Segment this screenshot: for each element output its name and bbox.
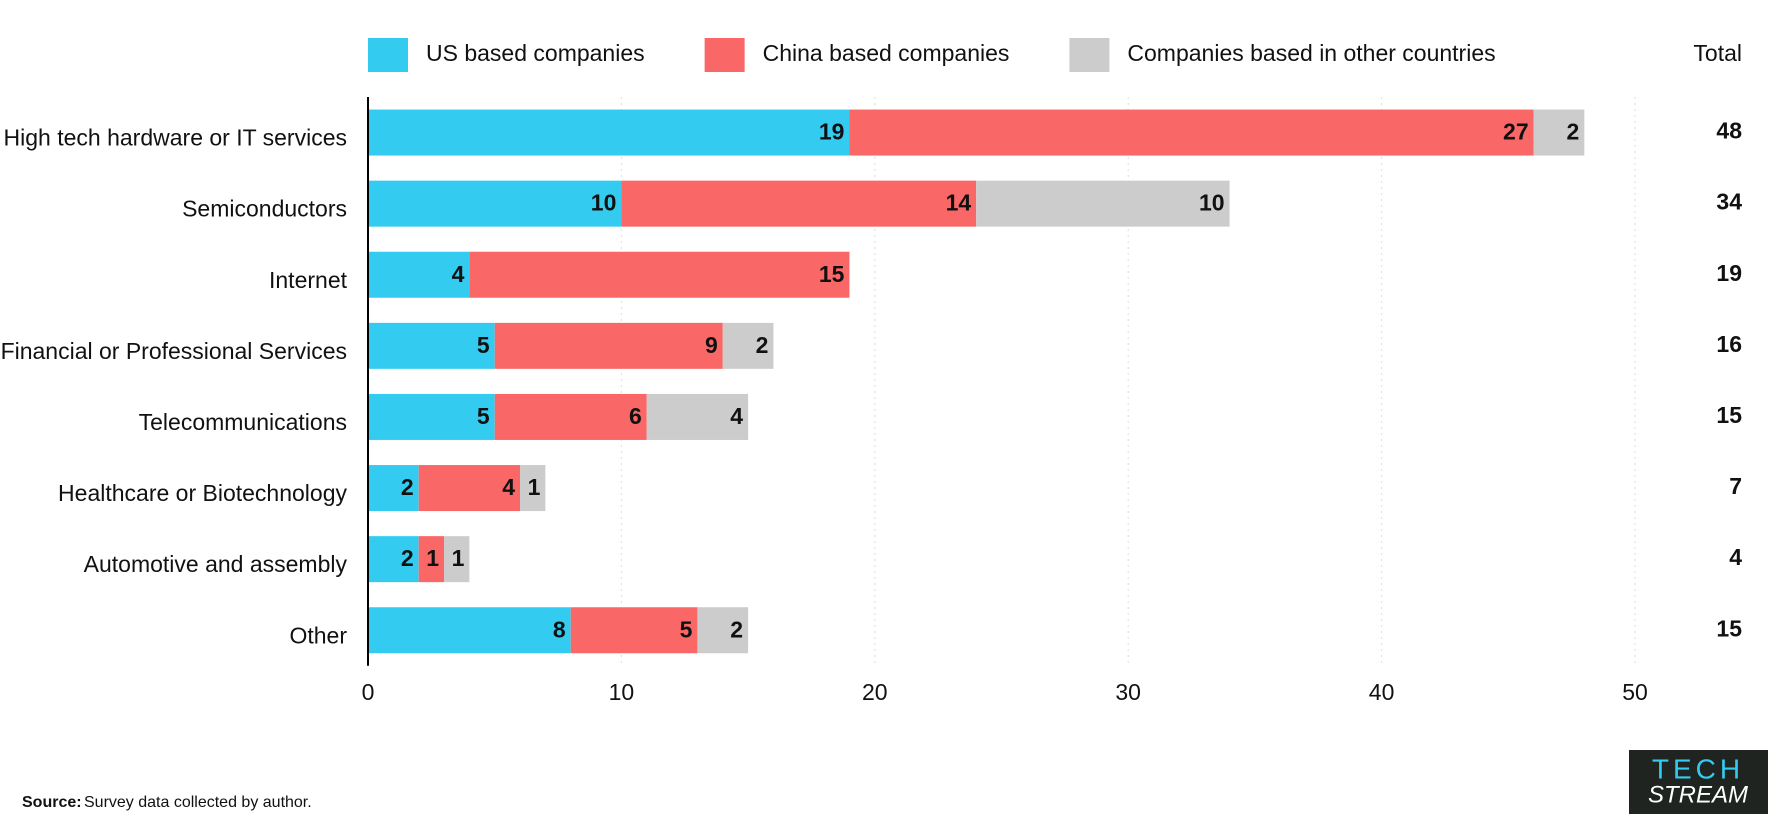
total-label: 19 <box>1716 260 1742 286</box>
totals-header: Total <box>1693 40 1742 66</box>
value-label: 1 <box>452 545 465 571</box>
bar-segment <box>368 109 850 156</box>
value-label: 1 <box>426 545 439 571</box>
y-tick-label: Financial or Professional Services <box>1 338 347 364</box>
value-label: 2 <box>401 474 414 500</box>
bar-segment <box>976 180 1230 227</box>
value-label: 4 <box>730 403 743 429</box>
legend-label: Companies based in other countries <box>1127 40 1495 66</box>
bar-segment <box>494 322 723 369</box>
x-tick-label: 20 <box>862 679 888 705</box>
bar-segment <box>646 393 749 440</box>
x-tick-label: 40 <box>1369 679 1395 705</box>
bar-segment <box>418 536 445 583</box>
logo-box <box>1629 750 1768 814</box>
value-label: 15 <box>819 261 845 287</box>
legend-label: China based companies <box>763 40 1010 66</box>
y-tick-label: High tech hardware or IT services <box>4 125 347 151</box>
bar-segment <box>368 465 419 512</box>
bar-segment <box>1533 109 1585 156</box>
bar-segment <box>849 109 1534 156</box>
logo-line2: STREAM <box>1648 781 1748 808</box>
bar-segment <box>444 536 470 583</box>
legend-label: US based companies <box>426 40 645 66</box>
value-label: 19 <box>819 119 845 145</box>
bar-segment <box>368 322 495 369</box>
legend-swatch <box>1069 38 1110 72</box>
total-label: 16 <box>1716 331 1742 357</box>
bar-segment <box>368 393 495 440</box>
bar-segment <box>494 393 647 440</box>
value-label: 1 <box>528 474 541 500</box>
bar-segment <box>418 465 521 512</box>
total-label: 4 <box>1729 544 1742 570</box>
y-tick-label: Telecommunications <box>139 409 347 435</box>
legend-swatch <box>368 38 408 72</box>
value-label: 10 <box>591 190 617 216</box>
value-label: 5 <box>680 616 693 642</box>
bar-segment <box>469 251 850 298</box>
value-label: 2 <box>756 332 769 358</box>
total-label: 7 <box>1729 473 1742 499</box>
x-tick-label: 50 <box>1622 679 1648 705</box>
value-label: 2 <box>401 545 414 571</box>
total-label: 15 <box>1716 615 1742 641</box>
source-label: Source: <box>22 794 82 811</box>
value-label: 2 <box>1567 119 1580 145</box>
logo-line1: TECH <box>1652 753 1744 784</box>
source-text: Survey data collected by author. <box>84 794 312 811</box>
bar-segment <box>368 251 470 298</box>
value-label: 6 <box>629 403 642 429</box>
value-label: 2 <box>730 616 743 642</box>
value-label: 4 <box>452 261 465 287</box>
bar-segment <box>697 607 749 654</box>
bar-segment <box>368 607 571 654</box>
x-tick-label: 30 <box>1115 679 1141 705</box>
value-label: 9 <box>705 332 718 358</box>
value-label: 5 <box>477 332 490 358</box>
value-label: 8 <box>553 616 566 642</box>
x-tick-label: 10 <box>609 679 635 705</box>
total-label: 34 <box>1716 189 1742 215</box>
bar-segment <box>722 322 774 369</box>
bar-segment <box>368 180 622 227</box>
value-label: 27 <box>1503 119 1529 145</box>
value-label: 14 <box>946 190 972 216</box>
bar-segment <box>570 607 698 654</box>
y-tick-label: Other <box>289 622 347 648</box>
x-tick-label: 0 <box>362 679 375 705</box>
value-label: 4 <box>502 474 515 500</box>
y-tick-label: Semiconductors <box>182 196 347 222</box>
value-label: 10 <box>1199 190 1225 216</box>
value-label: 5 <box>477 403 490 429</box>
y-tick-label: Automotive and assembly <box>84 551 348 577</box>
total-label: 15 <box>1716 402 1742 428</box>
bar-segment <box>621 180 977 227</box>
y-tick-label: Healthcare or Biotechnology <box>58 480 347 506</box>
y-tick-label: Internet <box>269 267 348 293</box>
bar-segment <box>368 536 419 583</box>
total-label: 48 <box>1716 118 1742 144</box>
legend-swatch <box>704 38 745 72</box>
bar-segment <box>520 465 546 512</box>
